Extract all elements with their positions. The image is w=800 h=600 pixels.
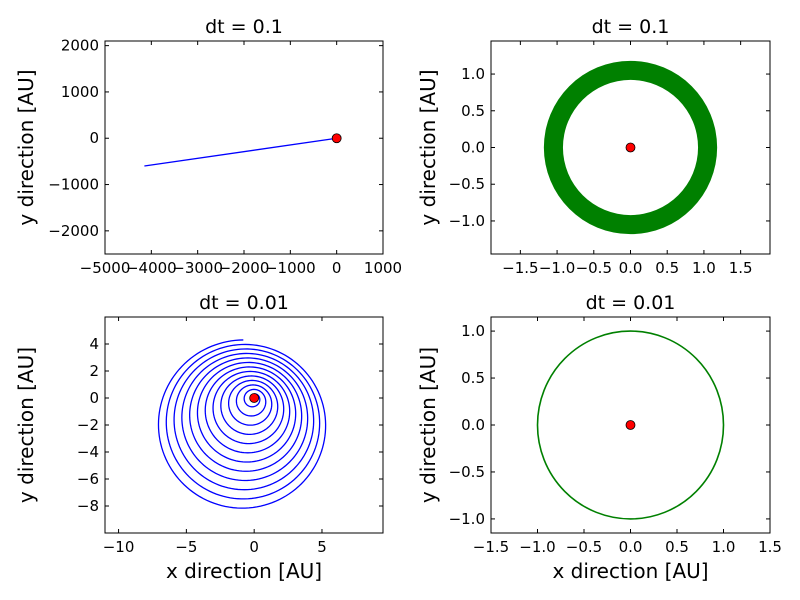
y-tick-label: 1000 (61, 83, 99, 101)
x-tick-label: −10 (103, 538, 135, 556)
plot-area (144, 133, 342, 167)
sun-marker (625, 420, 636, 430)
y-axis-label: y direction [AU] (416, 69, 440, 225)
y-tick-label: 0.0 (461, 416, 485, 434)
subplot-title: dt = 0.1 (592, 16, 670, 38)
series-1-line (144, 137, 337, 167)
x-tick-label: −1.0 (519, 538, 555, 556)
subplot-3: −10 −5 0 5 −8 −6 −4 −2 0 2 4 dt = 0.01 y direction [… (14, 292, 384, 583)
y-tick-label: −6 (77, 470, 99, 488)
y-tick-label: −1000 (48, 176, 99, 194)
x-tick-label: −1.0 (539, 259, 575, 277)
subplot-1: −5000−4000−3000−2000−1000 0 1000−2000−1000… (14, 16, 402, 277)
sun-marker (625, 142, 636, 153)
plot-area (543, 60, 718, 235)
y-tick-label: 0.5 (461, 102, 485, 120)
x-tick-label: −4000 (126, 259, 177, 277)
y-axis-label: y direction [AU] (14, 347, 38, 503)
y-tick-label: 0.5 (461, 369, 485, 387)
y-tick-label: 2 (89, 362, 99, 380)
x-tick-label: −1000 (265, 259, 316, 277)
x-tick-label: −0.5 (566, 538, 602, 556)
y-tick-label: −8 (77, 497, 99, 515)
y-tick-label: −4 (77, 443, 99, 461)
plot-area (157, 339, 327, 509)
x-tick-label: 5 (317, 538, 327, 556)
x-tick-label: 0.5 (665, 538, 689, 556)
subplot-title: dt = 0.1 (205, 16, 283, 38)
y-tick-label: −0.5 (449, 463, 485, 481)
x-tick-label: −5 (175, 538, 197, 556)
x-tick-label: 0.0 (619, 538, 643, 556)
subplot-title: dt = 0.01 (199, 292, 289, 314)
series-1-spiral (157, 339, 327, 509)
subplot-4: −1.5 −1.0 −0.5 0.0 0.5 1.0 1.5 −1.0 −0.5 0.0 0.5 1.… (416, 292, 782, 583)
plot-area (536, 330, 725, 520)
y-tick-label: −0.5 (449, 175, 485, 193)
y-tick-label: −2 (77, 416, 99, 434)
x-tick-label: 0 (332, 259, 342, 277)
y-axis-label: y direction [AU] (416, 347, 440, 503)
x-axis-label: x direction [AU] (552, 559, 708, 583)
x-tick-label: 1.5 (729, 259, 753, 277)
x-tick-label: 1000 (364, 259, 402, 277)
y-tick-label: 0 (89, 389, 99, 407)
sun-marker (249, 393, 260, 403)
x-tick-label: 0 (249, 538, 259, 556)
x-tick-label: −1.5 (473, 538, 509, 556)
y-tick-label: −1.0 (449, 212, 485, 230)
x-tick-label: 0.5 (655, 259, 679, 277)
y-tick-label: 1.0 (461, 65, 485, 83)
sun-marker (331, 133, 342, 144)
x-tick-label: 1.0 (712, 538, 736, 556)
y-tick-label: −1.0 (449, 510, 485, 528)
y-axis-label: y direction [AU] (14, 69, 38, 225)
y-tick-label: −2000 (48, 222, 99, 240)
axes-frame (104, 40, 384, 255)
y-tick-label: 0 (89, 129, 99, 147)
y-tick-label: 1.0 (461, 322, 485, 340)
x-tick-label: 1.5 (758, 538, 782, 556)
x-tick-label: −0.5 (576, 259, 612, 277)
x-tick-label: −3000 (172, 259, 223, 277)
series-1-orbit (536, 330, 725, 520)
subplot-title: dt = 0.01 (586, 292, 676, 314)
subplot-2: −1.5 −1.0 −0.5 0.0 0.5 1.0 1.5−1.0−0.50.00.51.… (416, 16, 771, 277)
y-tick-label: 4 (89, 335, 99, 353)
x-tick-label: −1.5 (502, 259, 538, 277)
x-axis-label: x direction [AU] (166, 559, 322, 583)
x-tick-label: −2000 (219, 259, 270, 277)
y-tick-label: 2000 (61, 37, 99, 55)
x-tick-label: 0.0 (619, 259, 643, 277)
x-tick-label: −5000 (80, 259, 131, 277)
y-tick-label: 0.0 (461, 139, 485, 157)
x-tick-label: 1.0 (692, 259, 716, 277)
